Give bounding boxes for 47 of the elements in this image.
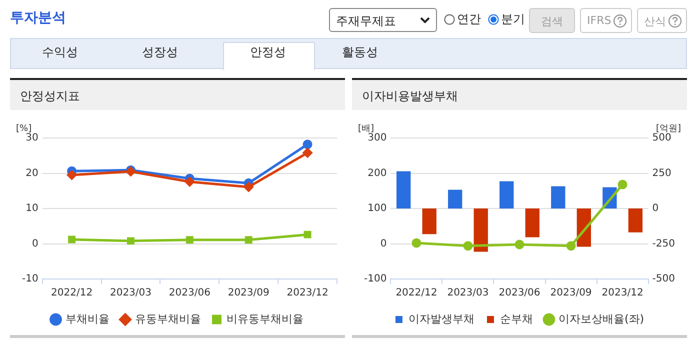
x-tick-label: 2022/12 xyxy=(396,288,438,299)
text: 안정성 xyxy=(249,44,287,61)
text: 투자분석 xyxy=(10,9,66,27)
text: 수익성 xyxy=(41,44,79,61)
y-tick-label: 0 xyxy=(380,238,387,250)
y-tick-label: 100 xyxy=(368,203,387,214)
x-tick-label: 2023/06 xyxy=(498,288,540,299)
text: 분기 xyxy=(501,11,525,28)
y2-axis-title: [억원] xyxy=(656,124,681,134)
text: 성장성 xyxy=(141,44,179,61)
text: 검색 xyxy=(529,8,575,33)
chart-title: 안정성지표 xyxy=(10,80,345,110)
legend-label: 비유동부채비율 xyxy=(226,312,304,326)
legend-label: 부채비율 xyxy=(65,312,110,326)
x-tick-label: 2023/03 xyxy=(110,288,152,299)
text: 연간 xyxy=(457,11,481,28)
x-tick-label: 2022/12 xyxy=(51,288,93,299)
y-axis-title: [%] xyxy=(16,124,32,134)
y-tick-label: 0 xyxy=(32,238,38,250)
y2-tick-label: 500 xyxy=(652,132,672,144)
text: IFRS xyxy=(580,8,632,33)
x-tick-label: 2023/03 xyxy=(447,288,489,299)
legend-label: 이자보상배율(좌) xyxy=(558,312,644,326)
x-tick-label: 2023/12 xyxy=(602,288,644,299)
y-tick-label: -100 xyxy=(364,274,387,285)
legend-label: 유동부채비율 xyxy=(134,312,201,326)
y-tick-label: 30 xyxy=(26,132,38,144)
x-tick-label: 2023/06 xyxy=(168,288,210,299)
legend-label: 이자발생부채 xyxy=(408,312,474,326)
y2-tick-label: -250 xyxy=(652,238,676,250)
legend-label: 순부채 xyxy=(500,312,533,326)
text: 산식 xyxy=(637,8,687,33)
text: 주재무제표 xyxy=(329,8,437,32)
y-tick-label: 20 xyxy=(26,168,38,179)
y2-tick-label: -500 xyxy=(652,274,676,285)
y-tick-label: 300 xyxy=(368,132,387,144)
y-tick-label: 10 xyxy=(26,203,38,214)
chart-title: 이자비용발생부채 xyxy=(352,80,687,110)
y-tick-label: -10 xyxy=(22,274,38,285)
x-tick-label: 2023/12 xyxy=(286,288,328,299)
x-tick-label: 2023/09 xyxy=(550,288,592,299)
text: 활동성 xyxy=(341,44,379,61)
y2-tick-label: 250 xyxy=(652,168,672,179)
y-axis-title: [배] xyxy=(358,124,374,134)
x-tick-label: 2023/09 xyxy=(228,288,270,299)
y2-tick-label: 0 xyxy=(652,203,659,214)
y-tick-label: 200 xyxy=(368,168,387,179)
